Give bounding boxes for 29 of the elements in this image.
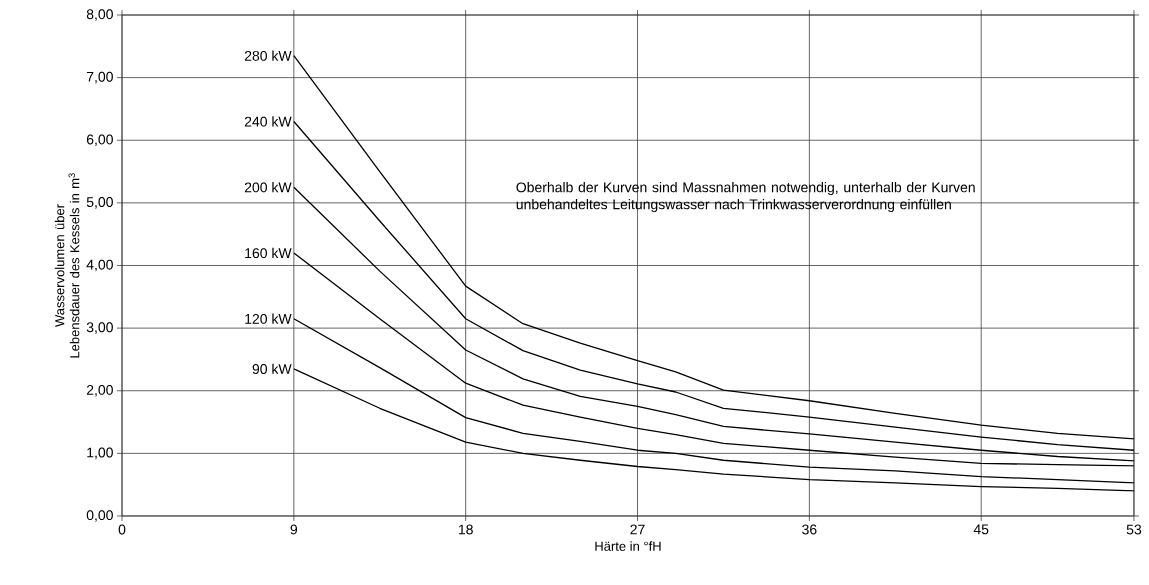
series-label: 240 kW: [244, 116, 292, 127]
y-tick-label: 1,00: [87, 447, 113, 460]
x-tick-label: 27: [630, 524, 645, 535]
series-label: 280 kW: [244, 50, 292, 61]
series-label: 200 kW: [244, 182, 292, 193]
x-tick-label: 18: [458, 524, 473, 535]
x-axis-title: Härte in °fH: [595, 541, 661, 551]
series-label: 160 kW: [245, 247, 292, 259]
y-tick-label: 4,00: [86, 259, 113, 272]
x-tick-label: 53: [1126, 524, 1142, 535]
y-tick-label: 5,00: [86, 197, 113, 209]
y-tick-label: 0,00: [86, 510, 113, 522]
y-tick-label: 8,00: [86, 9, 113, 21]
series-label: 120 kW: [245, 313, 292, 324]
line-series: [293, 368, 1134, 492]
x-tick-label: 45: [973, 524, 989, 535]
y-tick-label: 3,00: [86, 322, 113, 334]
y-tick-label: 7,00: [86, 71, 113, 84]
y-tick-label: 2,00: [86, 384, 113, 397]
series-label: 90 kW: [252, 363, 292, 374]
line-series: [293, 55, 1134, 440]
line-series: [293, 318, 1134, 484]
line-series: [293, 252, 1134, 467]
x-tick-label: 9: [290, 524, 298, 535]
y-axis-title: Wasservolumen über Lebensdauer des Kessels in m$^{3}$: [54, 173, 80, 358]
line-series: [293, 120, 1134, 451]
x-tick-label: 36: [802, 524, 817, 535]
x-tick-label: 0: [118, 524, 126, 535]
y-tick-label: 6,00: [86, 134, 113, 147]
